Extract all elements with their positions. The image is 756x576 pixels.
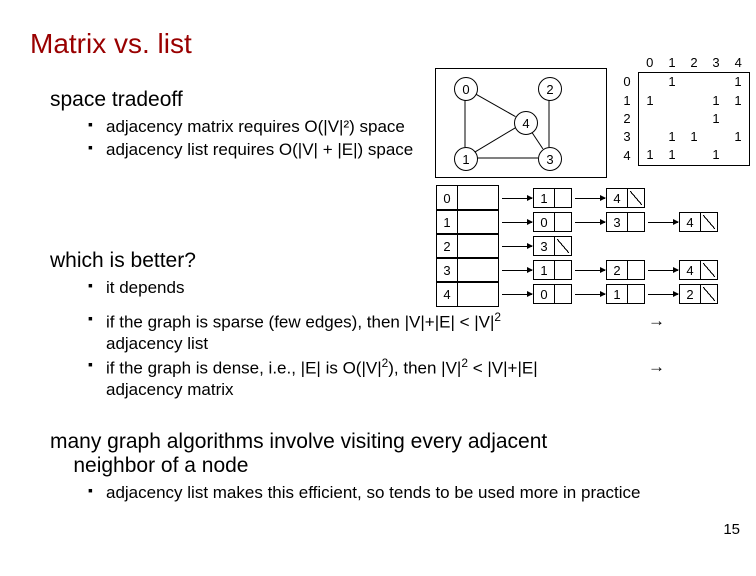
section-algorithms-heading: many graph algorithms involve visiting e…	[50, 430, 726, 478]
arrow-icon: →	[648, 356, 665, 377]
page-number: 15	[723, 521, 740, 538]
graph-node: 4	[514, 111, 538, 135]
bullet-dense: if the graph is dense, i.e., |E| is O(|V…	[88, 356, 726, 400]
adjacency-matrix-figure: 0123401111112131114111	[616, 54, 750, 166]
graph-node: 3	[538, 147, 562, 171]
graph-node: 2	[538, 77, 562, 101]
graph-node: 1	[454, 147, 478, 171]
tradeoff-details-list: if the graph is sparse (few edges), then…	[88, 310, 726, 400]
bullet-sparse: if the graph is sparse (few edges), then…	[88, 310, 726, 354]
adjacency-list-figure: 01410342331244012	[436, 185, 718, 305]
graph-node: 0	[454, 77, 478, 101]
bullet-efficient: adjacency list makes this efficient, so …	[88, 482, 726, 503]
algorithms-list: adjacency list makes this efficient, so …	[88, 482, 726, 503]
graph-figure: 0 24 1 3	[435, 68, 607, 178]
arrow-icon: →	[648, 310, 665, 331]
